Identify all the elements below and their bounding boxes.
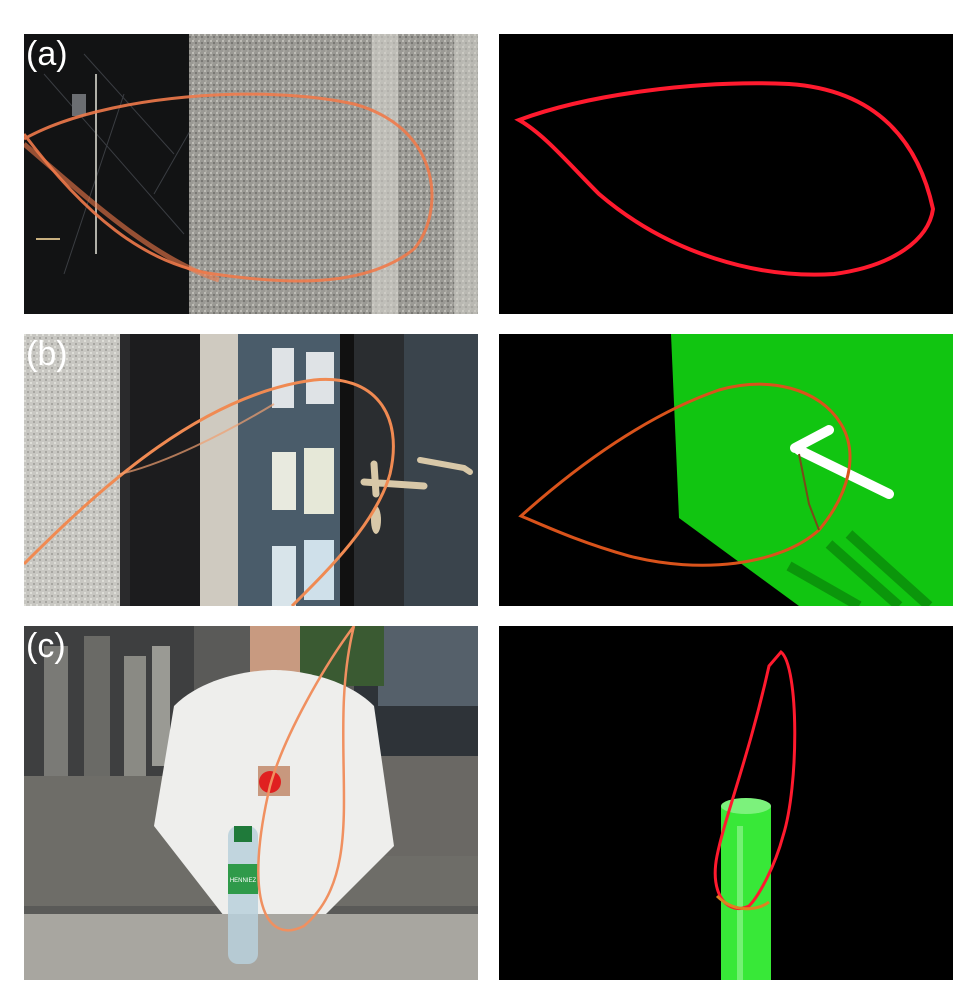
photo-b-scene: [24, 334, 478, 606]
render-c: [499, 626, 953, 980]
panel-label-c: (c): [26, 627, 66, 665]
render-b-trajectory: [499, 334, 953, 606]
photo-c-scene: HENNIEZ: [24, 626, 478, 980]
render-a-trajectory: [499, 34, 953, 314]
render-b: [499, 334, 953, 606]
render-a: [499, 34, 953, 314]
panel-label-a: (a): [26, 35, 68, 73]
photo-a: (a): [24, 34, 478, 314]
bottle-label: HENNIEZ: [230, 878, 257, 884]
l-shaped-object: [790, 425, 894, 499]
render-c-trajectory: [499, 626, 953, 980]
photo-c: HENNIEZ (c): [24, 626, 478, 980]
green-cylinder: [721, 806, 771, 980]
green-plane: [671, 334, 953, 606]
photo-a-scene: [24, 34, 478, 314]
panel-label-b: (b): [26, 335, 68, 373]
photo-b: (b): [24, 334, 478, 606]
